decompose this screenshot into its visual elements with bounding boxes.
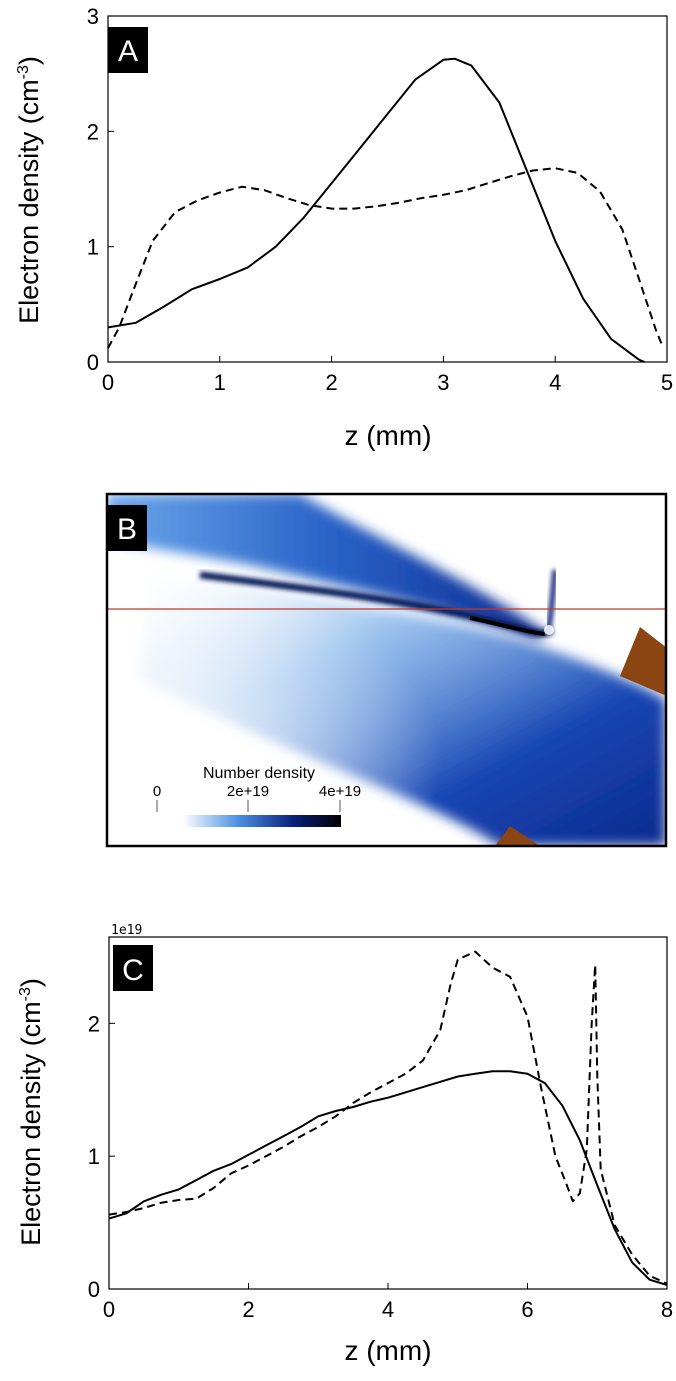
x-tick-label: 8 — [661, 1297, 673, 1322]
panel-b-label-box — [107, 505, 147, 551]
x-tick-label: 5 — [661, 370, 673, 395]
x-tick-label: 4 — [382, 1297, 394, 1322]
x-tick-label: 6 — [521, 1297, 533, 1322]
panel-b-frame — [105, 492, 668, 848]
nozzle-right — [620, 627, 666, 696]
panel-c-label-box — [113, 945, 153, 991]
x-tick-label: 2 — [325, 370, 337, 395]
panel-a-ylabel: Electron density (cm-3) — [14, 56, 44, 324]
series-dashed-line — [108, 950, 668, 1285]
x-tick-label: 0 — [103, 1297, 115, 1322]
panel-c-curves — [108, 950, 668, 1286]
colorbar — [183, 815, 341, 827]
y-tick-label: 3 — [87, 4, 99, 29]
series-solid-line — [108, 1070, 668, 1286]
y-tick-label: 2 — [87, 119, 99, 144]
panel-a-label-box — [108, 27, 148, 73]
panel-a-label: A — [118, 35, 138, 68]
series-solid-line — [107, 57, 645, 363]
y-tick-label: 0 — [88, 1277, 100, 1302]
panel-c-ticks: 0 2 4 6 8 0 1 2 — [88, 1011, 673, 1322]
colorbar-tick-2: 4e+19 — [319, 783, 361, 800]
colorbar-title: Number density — [203, 765, 315, 782]
colorbar-tick-0: 0 — [153, 783, 161, 800]
x-tick-label: 0 — [102, 370, 114, 395]
series-dashed-line — [107, 167, 663, 349]
panel-c-frame — [108, 936, 668, 1290]
y-tick-label: 2 — [88, 1011, 100, 1036]
panel-c-xlabel: z (mm) — [344, 1335, 431, 1366]
panel-a-frame — [107, 15, 668, 363]
x-tick-label: 1 — [214, 370, 226, 395]
panel-c-ylabel: Electron density (cm-3) — [16, 978, 46, 1246]
panel-b: B Number density 0 2e+19 4e+19 — [105, 492, 668, 848]
panel-c: 0 2 4 6 8 0 1 2 1e19 C z (mm) Electron density … — [16, 923, 673, 1366]
colorbar-tick-1: 2e+19 — [227, 783, 269, 800]
x-tick-label: 3 — [437, 370, 449, 395]
panel-c-label: C — [122, 954, 144, 987]
panel-b-label: B — [117, 513, 137, 546]
panel-a: 0 1 2 3 4 5 0 1 2 3 A z (mm) Electron density (cm… — [14, 4, 673, 451]
panel-a-curves — [107, 57, 663, 363]
x-tick-label: 4 — [549, 370, 561, 395]
y-tick-label: 1 — [87, 235, 99, 260]
y-tick-label: 1 — [88, 1144, 100, 1169]
panel-a-xlabel: z (mm) — [344, 420, 431, 451]
nozzle-bottom — [495, 826, 540, 846]
x-tick-label: 2 — [242, 1297, 254, 1322]
panel-a-ticks: 0 1 2 3 4 5 0 1 2 3 — [87, 4, 673, 395]
y-tick-label: 0 — [87, 350, 99, 375]
panel-c-offset-label: 1e19 — [111, 923, 142, 938]
density-map — [107, 494, 666, 846]
